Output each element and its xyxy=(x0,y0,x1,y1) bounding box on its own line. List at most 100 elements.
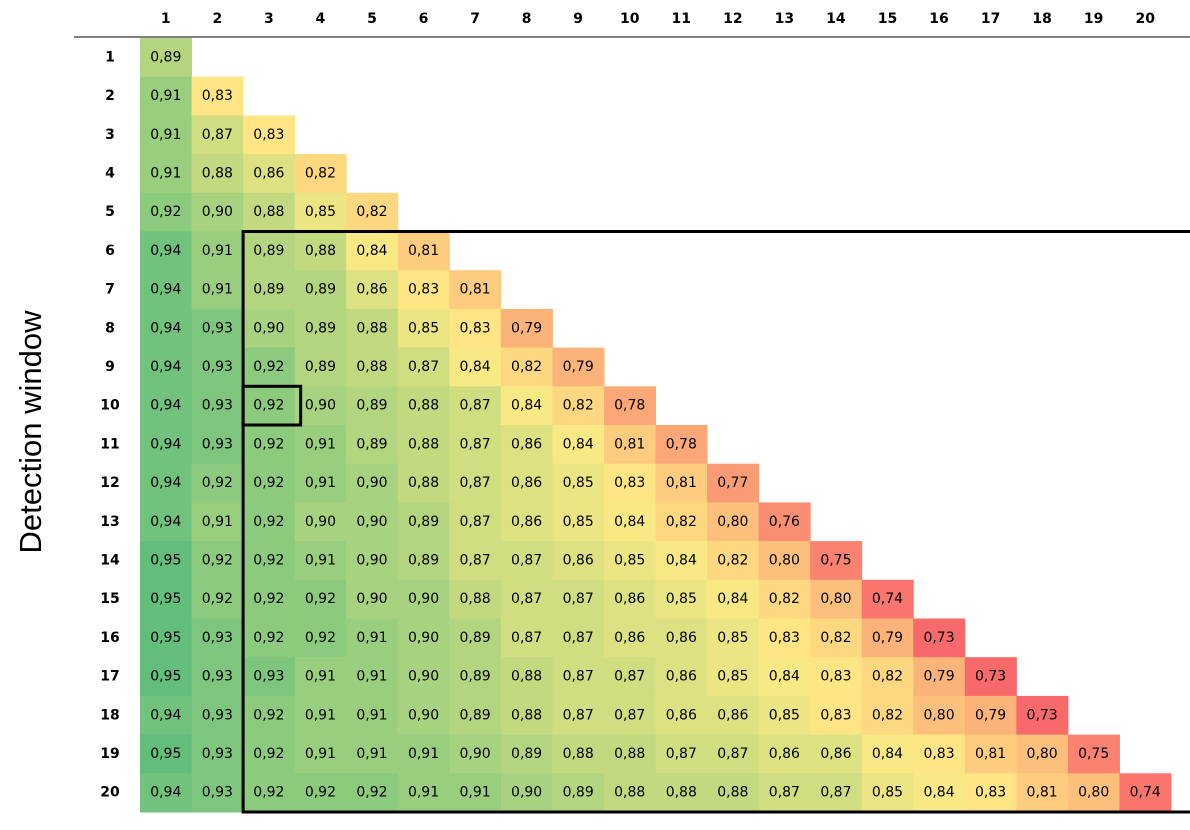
cell-value-r15-c6: 0,90 xyxy=(408,591,439,607)
row-label-8: 8 xyxy=(105,320,115,336)
cell-r20-c9 xyxy=(552,773,605,813)
cell-value-r7-c6: 0,83 xyxy=(408,282,439,298)
cell-value-r16-c2: 0,93 xyxy=(202,630,233,646)
cell-value-r11-c3: 0,92 xyxy=(253,436,284,452)
cell-value-r6-c2: 0,91 xyxy=(202,243,233,259)
cell-value-r20-c4: 0,92 xyxy=(305,785,336,801)
cell-value-r14-c13: 0,80 xyxy=(769,552,800,568)
cell-value-r18-c15: 0,82 xyxy=(872,707,903,723)
cell-r16-c14 xyxy=(810,618,863,658)
cell-value-r14-c7: 0,87 xyxy=(459,552,490,568)
cell-value-r15-c3: 0,92 xyxy=(253,591,284,607)
cell-value-r9-c9: 0,79 xyxy=(563,359,594,375)
cell-r20-c19 xyxy=(1067,773,1120,813)
cell-value-r9-c8: 0,82 xyxy=(511,359,542,375)
cell-r15-c8 xyxy=(500,579,553,619)
cell-value-r17-c5: 0,91 xyxy=(356,669,387,685)
cell-r6-c2 xyxy=(191,231,244,271)
cell-value-r14-c6: 0,89 xyxy=(408,552,439,568)
cell-r11-c2 xyxy=(191,425,244,465)
cell-value-r19-c15: 0,84 xyxy=(872,746,903,762)
cell-value-r14-c4: 0,91 xyxy=(305,552,336,568)
cell-value-r7-c3: 0,89 xyxy=(253,282,284,298)
cell-value-r19-c16: 0,83 xyxy=(923,746,954,762)
cell-r14-c12 xyxy=(707,541,760,581)
cell-r12-c3 xyxy=(243,463,296,503)
cell-value-r3-c2: 0,87 xyxy=(202,127,233,143)
cell-r9-c6 xyxy=(397,347,450,387)
column-label-20: 20 xyxy=(1135,11,1155,27)
cell-r19-c9 xyxy=(552,734,605,774)
cell-r16-c15 xyxy=(861,618,914,658)
column-label-8: 8 xyxy=(522,11,532,27)
cell-value-r19-c5: 0,91 xyxy=(356,746,387,762)
cell-r19-c16 xyxy=(913,734,966,774)
cell-r13-c6 xyxy=(397,502,450,542)
cell-value-r12-c10: 0,83 xyxy=(614,475,645,491)
cell-value-r16-c7: 0,89 xyxy=(459,630,490,646)
cell-r13-c9 xyxy=(552,502,605,542)
cell-value-r14-c5: 0,90 xyxy=(356,552,387,568)
cell-value-r10-c6: 0,88 xyxy=(408,398,439,414)
cell-value-r14-c12: 0,82 xyxy=(717,552,748,568)
cell-r18-c8 xyxy=(500,695,553,736)
cell-r17-c14 xyxy=(810,657,863,697)
cell-r17-c9 xyxy=(552,657,605,697)
cell-r18-c6 xyxy=(397,695,450,736)
cell-r14-c8 xyxy=(500,541,553,581)
cell-value-r20-c7: 0,91 xyxy=(459,785,490,801)
cell-r11-c9 xyxy=(552,425,605,465)
cell-r15-c14 xyxy=(810,579,863,619)
cell-r14-c4 xyxy=(294,541,347,581)
cell-r19-c2 xyxy=(191,734,244,774)
cell-r20-c11 xyxy=(655,773,708,813)
cell-value-r18-c3: 0,92 xyxy=(253,707,284,723)
cell-value-r17-c15: 0,82 xyxy=(872,669,903,685)
cell-value-r13-c5: 0,90 xyxy=(356,514,387,530)
cell-value-r10-c7: 0,87 xyxy=(459,398,490,414)
cell-value-r10-c1: 0,94 xyxy=(150,398,181,414)
column-label-10: 10 xyxy=(620,11,640,27)
cell-value-r10-c3: 0,92 xyxy=(253,398,284,414)
cell-value-r17-c4: 0,91 xyxy=(305,669,336,685)
cell-value-r5-c2: 0,90 xyxy=(202,204,233,220)
cell-value-r11-c1: 0,94 xyxy=(150,436,181,452)
cell-value-r13-c3: 0,92 xyxy=(253,514,284,530)
cell-r15-c7 xyxy=(449,579,502,619)
cell-r13-c2 xyxy=(191,502,244,542)
cell-value-r15-c10: 0,86 xyxy=(614,591,645,607)
cell-value-r13-c4: 0,90 xyxy=(305,514,336,530)
row-label-4: 4 xyxy=(105,165,115,181)
cell-value-r13-c2: 0,91 xyxy=(202,514,233,530)
cell-value-r13-c6: 0,89 xyxy=(408,514,439,530)
cell-r15-c4 xyxy=(294,579,347,619)
cell-value-r16-c16: 0,73 xyxy=(923,630,954,646)
cell-r6-c6 xyxy=(397,231,450,271)
cell-r18-c4 xyxy=(294,695,347,736)
cell-r13-c8 xyxy=(500,502,553,542)
cell-r13-c10 xyxy=(603,502,656,542)
cell-r12-c11 xyxy=(655,463,708,503)
cell-r4-c4 xyxy=(294,154,347,194)
cell-value-r18-c11: 0,86 xyxy=(666,707,697,723)
cell-r12-c9 xyxy=(552,463,605,503)
cell-value-r11-c2: 0,93 xyxy=(202,436,233,452)
cell-r19-c8 xyxy=(500,734,553,774)
cell-r20-c12 xyxy=(707,773,760,813)
cell-value-r11-c8: 0,86 xyxy=(511,436,542,452)
cell-value-r17-c13: 0,84 xyxy=(769,669,800,685)
cell-value-r19-c2: 0,93 xyxy=(202,746,233,762)
cell-r17-c15 xyxy=(861,657,914,697)
cell-value-r18-c13: 0,85 xyxy=(769,707,800,723)
cell-r5-c1 xyxy=(140,192,193,232)
column-label-7: 7 xyxy=(470,11,480,27)
cell-value-r14-c10: 0,85 xyxy=(614,552,645,568)
cell-value-r16-c13: 0,83 xyxy=(769,630,800,646)
cell-r15-c15 xyxy=(861,579,914,619)
cell-r19-c11 xyxy=(655,734,708,774)
cell-value-r15-c4: 0,92 xyxy=(305,591,336,607)
cell-value-r9-c7: 0,84 xyxy=(459,359,490,375)
cell-value-r17-c3: 0,93 xyxy=(253,669,284,685)
cell-value-r7-c5: 0,86 xyxy=(356,282,387,298)
